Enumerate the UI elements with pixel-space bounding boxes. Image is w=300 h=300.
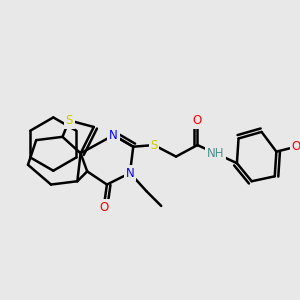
Text: NH: NH [207,147,224,160]
Text: O: O [193,114,202,127]
Text: N: N [126,167,134,179]
Text: O: O [292,140,300,153]
Text: O: O [99,201,108,214]
Text: S: S [65,114,73,127]
Text: N: N [109,129,118,142]
Text: S: S [150,139,158,152]
